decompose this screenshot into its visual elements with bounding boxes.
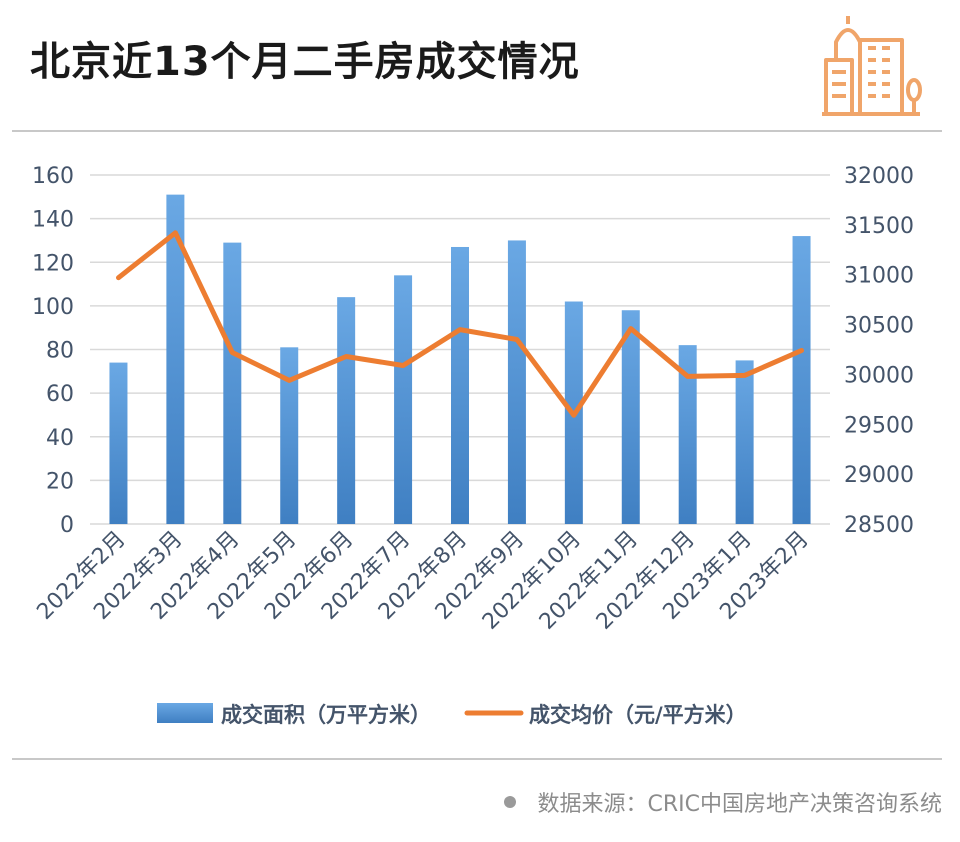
bar xyxy=(735,360,754,524)
y-right-tick-label: 31000 xyxy=(844,264,914,289)
y-left-tick-label: 60 xyxy=(46,382,74,407)
y-left-tick-label: 0 xyxy=(60,513,74,538)
y-left-tick-label: 140 xyxy=(32,208,74,233)
bar xyxy=(621,310,640,524)
bar xyxy=(109,362,128,524)
header-divider xyxy=(12,130,942,132)
bar xyxy=(507,240,526,524)
city-buildings-icon xyxy=(822,16,922,116)
legend-bar-swatch xyxy=(157,703,213,723)
bar xyxy=(223,242,242,524)
y-right-tick-label: 30000 xyxy=(844,363,914,388)
y-right-tick-label: 29500 xyxy=(844,413,914,438)
source-note: 数据来源：CRIC中国房地产决策咨询系统 xyxy=(503,786,943,818)
source-text: 数据来源：CRIC中国房地产决策咨询系统 xyxy=(537,792,943,817)
footer-divider xyxy=(12,758,942,760)
line-series xyxy=(116,230,804,418)
y-left-tick-label: 80 xyxy=(46,339,74,364)
y-left-tick-label: 100 xyxy=(32,295,74,320)
legend-line-label: 成交均价（元/平方米） xyxy=(529,703,747,727)
dot-icon xyxy=(503,796,516,808)
y-right-tick-label: 31500 xyxy=(844,214,914,239)
y-left-tick-label: 20 xyxy=(46,469,74,494)
right-axis-ticks: 28500 29000 29500 30000 30500 31000 31500 32000 xyxy=(844,164,914,538)
page-title: 北京近13个月二手房成交情况 xyxy=(30,39,580,85)
bar xyxy=(394,275,413,524)
legend-bar-label: 成交面积（万平方米） xyxy=(221,703,431,727)
y-right-tick-label: 32000 xyxy=(844,164,914,189)
bar xyxy=(792,236,811,524)
left-axis-ticks: 0 20 40 60 80 100 120 140 160 xyxy=(32,164,74,538)
bar xyxy=(280,347,299,524)
y-right-tick-label: 28500 xyxy=(844,513,914,538)
bar xyxy=(166,194,185,524)
y-right-tick-label: 29000 xyxy=(844,463,914,488)
y-right-tick-label: 30500 xyxy=(844,314,914,339)
chart: 0 20 40 60 80 100 120 140 160 28500 29000 29500 300… xyxy=(32,164,914,727)
legend: 成交面积（万平方米） 成交均价（元/平方米） xyxy=(157,703,747,727)
bar xyxy=(337,297,356,524)
bar xyxy=(451,246,469,524)
x-axis-ticks: 2022年2月2022年3月2022年4月2022年5月2022年6月2022年… xyxy=(32,527,813,635)
y-left-tick-label: 40 xyxy=(46,426,74,451)
bar xyxy=(678,345,697,524)
y-left-tick-label: 160 xyxy=(32,164,74,189)
y-left-tick-label: 120 xyxy=(32,251,74,276)
bar-series xyxy=(109,194,811,524)
